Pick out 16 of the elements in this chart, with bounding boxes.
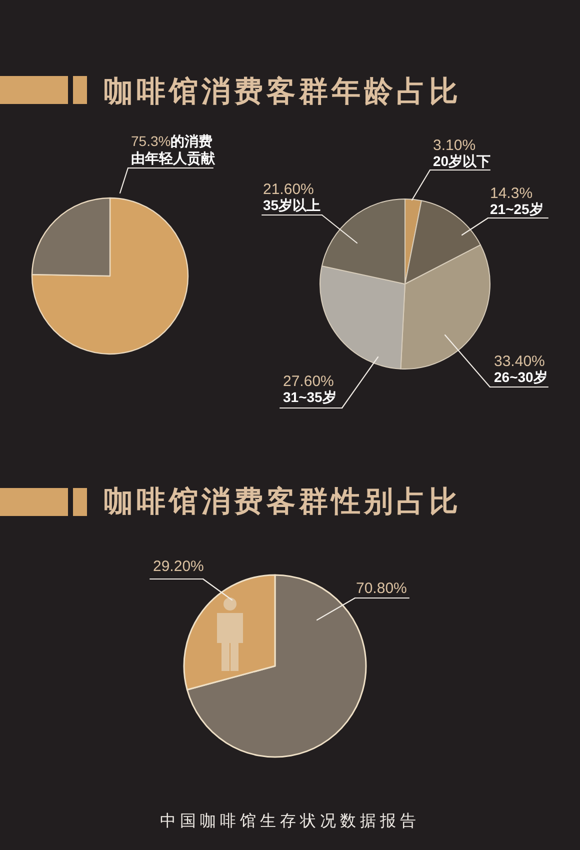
slice-label: 20岁以下 xyxy=(433,153,491,169)
slice-label: 26~30岁 xyxy=(494,369,548,385)
data-label: 29.20% xyxy=(153,558,204,575)
data-label: 27.60% xyxy=(283,373,334,390)
data-label: 70.80% xyxy=(356,580,407,597)
annotation: 中国咖啡馆生存状况数据报告 xyxy=(160,813,420,830)
chart-title: 咖啡馆消费客群性别占比 xyxy=(104,485,462,518)
data-label: 33.40% xyxy=(494,353,545,370)
text: 咖啡馆消费客群年龄占比 xyxy=(104,75,462,108)
slice-label: 21~25岁 xyxy=(490,201,544,217)
data-label: 14.3% xyxy=(490,185,533,202)
data-label: 3.10% xyxy=(433,137,476,154)
data-label: 21.60% xyxy=(263,181,314,198)
slice-label: 31~35岁 xyxy=(283,389,336,405)
slice-label: 35岁以上 xyxy=(263,197,321,213)
annotation: 75.3%的消费由年轻人贡献 xyxy=(119,133,215,194)
